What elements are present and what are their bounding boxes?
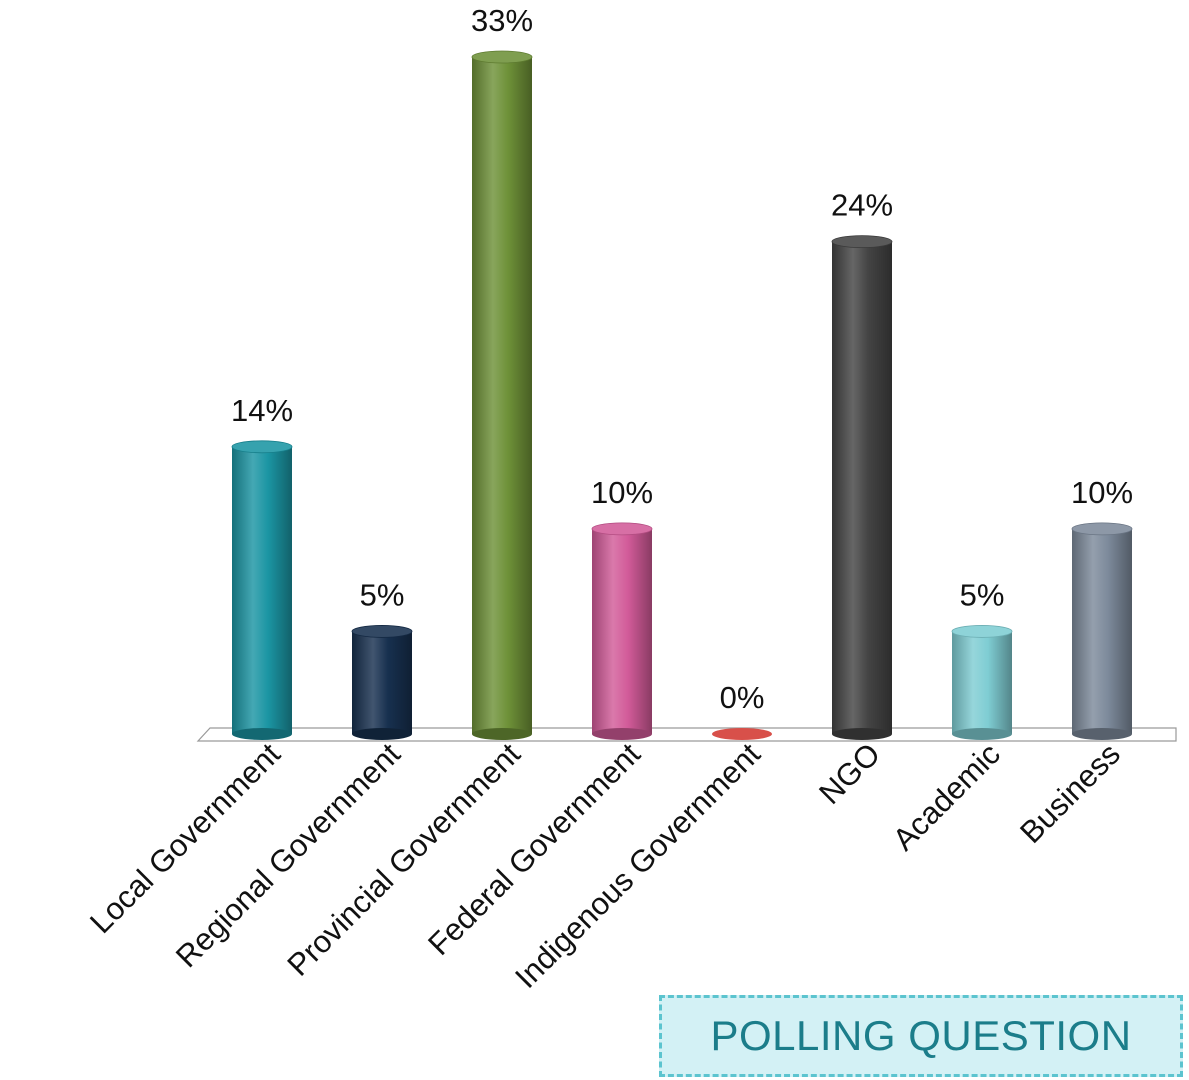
value-label: 33% <box>471 3 533 38</box>
value-label: 24% <box>831 188 893 223</box>
value-label: 10% <box>591 475 653 510</box>
category-label: Indigenous Government <box>508 736 767 995</box>
polling-question-badge: POLLING QUESTION <box>659 995 1183 1077</box>
bar <box>471 50 533 740</box>
bar <box>712 728 772 740</box>
category-label: Federal Government <box>421 736 647 962</box>
bar <box>831 235 893 740</box>
value-label: 0% <box>720 680 765 715</box>
bar <box>351 625 413 740</box>
category-label: Regional Government <box>169 736 407 974</box>
category-label: NGO <box>812 736 887 811</box>
category-label: Academic <box>886 736 1007 857</box>
category-label: Provincial Government <box>280 736 527 983</box>
value-label: 5% <box>960 577 1005 612</box>
value-label: 10% <box>1071 475 1133 510</box>
bar <box>951 625 1013 740</box>
category-label: Business <box>1013 736 1127 850</box>
value-label: 14% <box>231 393 293 428</box>
bars-group <box>231 50 1133 740</box>
value-label: 5% <box>360 577 405 612</box>
bar <box>591 522 653 740</box>
polling-question-label: POLLING QUESTION <box>710 1012 1132 1059</box>
chart-floor <box>196 727 1177 742</box>
bar <box>231 440 293 740</box>
bar <box>1071 522 1133 740</box>
value-labels-group: 14% 5% 33% 10% 0% 24% 5% 10% <box>231 3 1133 715</box>
